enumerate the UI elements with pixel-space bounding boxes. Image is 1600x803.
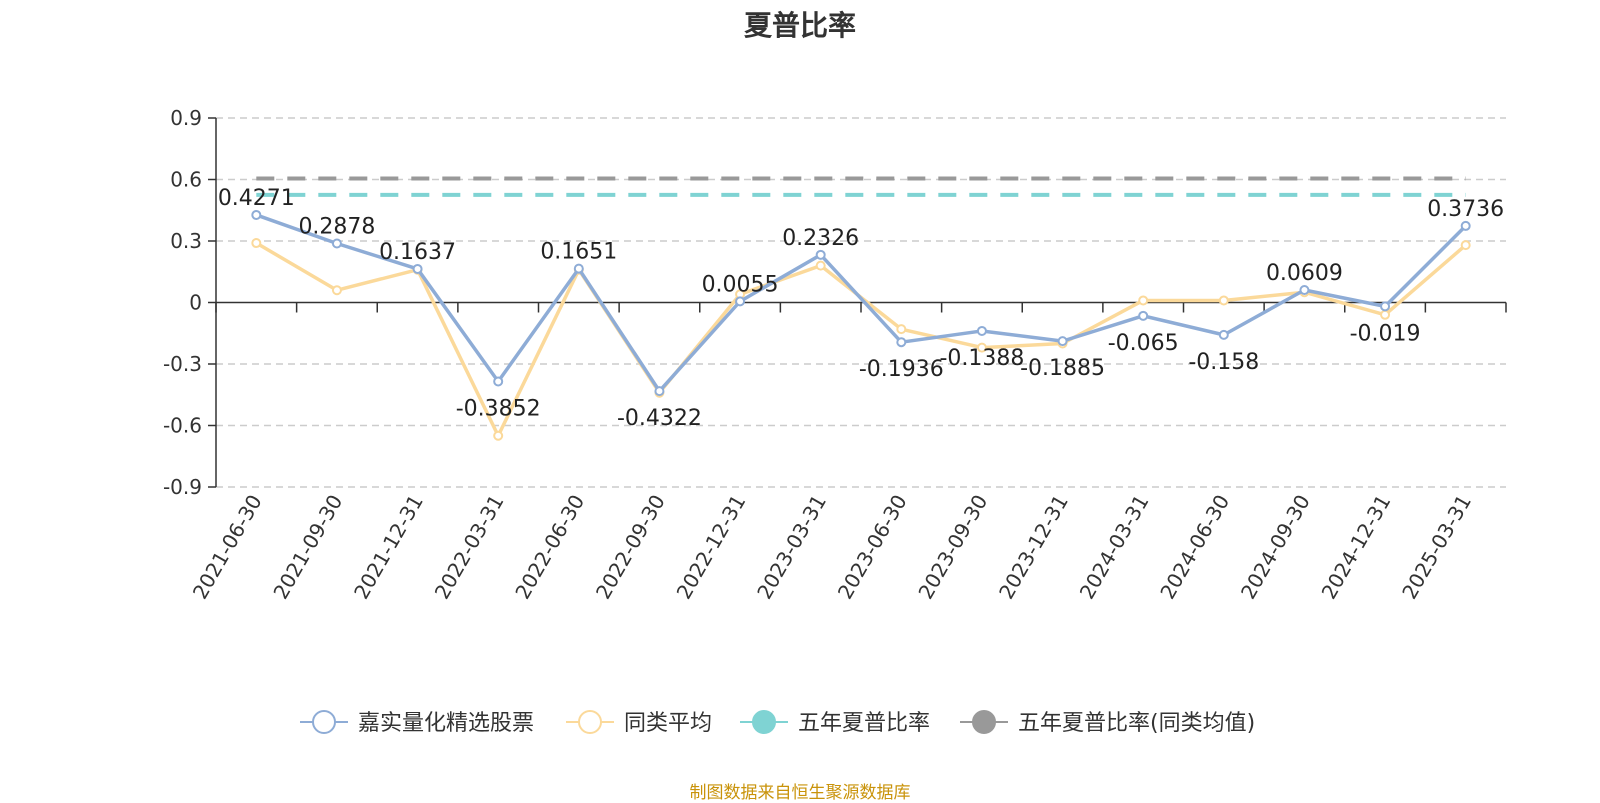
data-label: 0.1651 [540, 240, 617, 265]
x-tick-label: 2023-09-30 [913, 491, 992, 604]
data-point [815, 260, 826, 271]
chart-title: 夏普比率 [743, 9, 856, 42]
y-tick-label: 0.9 [170, 106, 202, 130]
y-tick-label: -0.9 [163, 475, 202, 499]
data-point [1057, 336, 1068, 347]
legend-marker [972, 710, 996, 734]
data-label: 0.3736 [1427, 197, 1504, 222]
y-tick-label: -0.6 [163, 414, 202, 438]
data-label: 0.2326 [782, 226, 859, 251]
data-label: -0.065 [1108, 331, 1179, 356]
data-label: -0.158 [1188, 350, 1259, 375]
y-tick-label: 0.6 [170, 168, 202, 192]
x-tick-label: 2021-12-31 [349, 491, 428, 604]
x-tick-label: 2022-03-31 [430, 491, 509, 604]
data-point [331, 285, 342, 296]
legend-item: 嘉实量化精选股票 [300, 710, 534, 736]
data-point [493, 376, 504, 387]
data-label: -0.1388 [939, 346, 1024, 371]
data-point [493, 430, 504, 441]
data-point [1299, 285, 1310, 296]
x-tick-label: 2023-03-31 [752, 491, 831, 604]
x-tick-label: 2022-12-31 [671, 491, 750, 604]
x-tick-label: 2023-06-30 [833, 491, 912, 604]
five-year-reference-lines [256, 176, 1466, 197]
x-tick-label: 2024-03-31 [1075, 491, 1154, 604]
data-point [1460, 220, 1471, 231]
legend-label: 同类平均 [624, 711, 712, 736]
data-point [976, 342, 987, 353]
legend-item: 同类平均 [566, 710, 712, 736]
x-tick-label: 2024-06-30 [1155, 491, 1234, 604]
x-tick-label: 2024-09-30 [1236, 491, 1315, 604]
data-point [251, 238, 262, 249]
y-tick-label: 0 [189, 291, 202, 315]
data-point [1380, 309, 1391, 320]
data-label: -0.019 [1350, 321, 1421, 346]
data-point [412, 263, 423, 274]
data-point [251, 209, 262, 220]
data-point [896, 324, 907, 335]
x-tick-label: 2021-06-30 [188, 491, 267, 604]
data-point [1218, 329, 1229, 340]
data-point [735, 296, 746, 307]
data-label: -0.4322 [617, 406, 702, 431]
data-point [1460, 240, 1471, 251]
legend-marker [312, 710, 336, 734]
x-tick-label: 2023-12-31 [994, 491, 1073, 604]
series-lines [251, 209, 1471, 441]
x-tick-label: 2022-09-30 [591, 491, 670, 604]
data-label: 0.2878 [298, 215, 375, 240]
data-source-note: 制图数据来自恒生聚源数据库 [689, 783, 911, 803]
data-label: -0.1936 [859, 357, 944, 382]
series-line [255, 213, 1467, 393]
legend-label: 五年夏普比率(同类均值) [1018, 711, 1255, 736]
x-tick-label: 2022-06-30 [510, 491, 589, 604]
legend-label: 嘉实量化精选股票 [358, 711, 534, 736]
data-point [1138, 310, 1149, 321]
x-tick-label: 2024-12-31 [1316, 491, 1395, 604]
data-label: 0.0055 [702, 272, 779, 297]
data-point [331, 238, 342, 249]
y-tick-label: 0.3 [170, 229, 202, 253]
data-point [1380, 301, 1391, 312]
data-point [1138, 295, 1149, 306]
data-point [815, 249, 826, 260]
x-tick-label: 2021-09-30 [268, 491, 347, 604]
data-point [896, 337, 907, 348]
y-tick-label: -0.3 [163, 352, 202, 376]
data-point [573, 263, 584, 274]
legend-label: 五年夏普比率 [798, 711, 930, 736]
data-point [654, 386, 665, 397]
data-label: 0.1637 [379, 240, 456, 265]
legend-marker [578, 710, 602, 734]
data-label: 0.4271 [218, 186, 295, 211]
data-label: 0.0609 [1266, 261, 1343, 286]
data-point [976, 325, 987, 336]
legend-marker [752, 710, 776, 734]
data-label: -0.3852 [456, 396, 541, 421]
x-tick-label: 2025-03-31 [1397, 491, 1476, 604]
legend: 嘉实量化精选股票 同类平均 五年夏普比率 五年夏普比率(同类均值) [300, 710, 1255, 736]
data-point [1218, 295, 1229, 306]
legend-item: 五年夏普比率(同类均值) [960, 710, 1255, 736]
data-label: -0.1885 [1020, 356, 1105, 381]
legend-item: 五年夏普比率 [740, 710, 930, 736]
